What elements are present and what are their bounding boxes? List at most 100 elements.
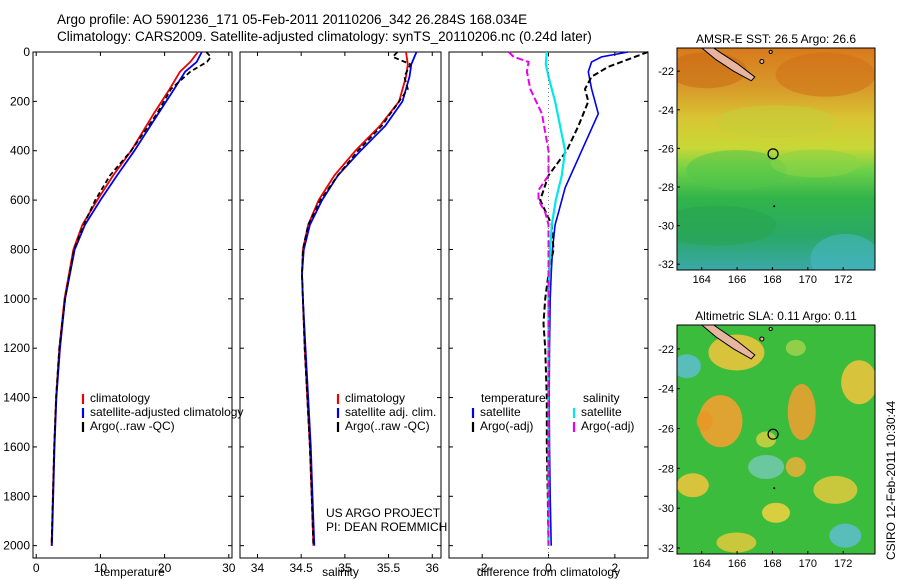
argo-location-marker (767, 148, 779, 160)
sla-blob (677, 354, 701, 379)
sst-blob (810, 233, 875, 270)
legend-label: satellite (480, 405, 521, 419)
series-line-2 (51, 51, 203, 546)
map-y-tick-label: -26 (658, 143, 674, 155)
sla-blob (841, 360, 875, 405)
y-tick-label: 600 (10, 193, 30, 207)
map-y-tick-label: -32 (658, 259, 674, 271)
x-tick-label: 30 (222, 561, 236, 575)
map-y-tick-label: -26 (658, 424, 674, 436)
series-line-2 (539, 51, 649, 546)
argo-location-marker (767, 428, 779, 440)
legend-heading-salinity: salinity (583, 391, 620, 405)
series-line-1 (301, 51, 409, 546)
map-field (677, 325, 875, 554)
x-tick-label: 35.5 (377, 561, 401, 575)
sla-blob (787, 384, 816, 441)
x-tick-label: 34.5 (289, 561, 313, 575)
x-tick-label: 36 (426, 561, 440, 575)
legend-label: satellite adj. clim. (345, 405, 436, 419)
islet-dot (773, 205, 776, 208)
y-tick-label: 1400 (3, 391, 30, 405)
legend-label: Argo(-adj) (480, 419, 533, 433)
map-x-tick-label: 168 (763, 274, 781, 286)
map-x-tick-label: 170 (799, 558, 817, 570)
timestamp-stamp: CSIRO 12-Feb-2011 10:30:44 (884, 400, 898, 560)
island-outline (701, 48, 756, 82)
x-tick-label: 34 (251, 561, 265, 575)
map-x-tick-label: 166 (728, 274, 746, 286)
sst-blob (770, 149, 861, 178)
x-axis-label: temperature (100, 565, 165, 579)
islet-dot (773, 487, 776, 490)
legend-label: climatology (345, 391, 405, 405)
x-tick-label: 35 (338, 561, 352, 575)
map-y-tick-label: -22 (658, 66, 674, 78)
y-tick-label: 1200 (3, 341, 30, 355)
sst-blob (677, 205, 777, 246)
sla-blob (677, 473, 709, 498)
y-tick-label: 2000 (3, 539, 30, 553)
x-tick-label: 10 (94, 561, 108, 575)
legend-label: satellite-adjusted climatology (90, 405, 243, 419)
x-tick-label: 2 (611, 561, 618, 575)
sla-blob (813, 475, 858, 504)
map-y-tick-label: -22 (658, 344, 674, 356)
x-tick-label: -2 (477, 561, 488, 575)
y-tick-label: 1600 (3, 440, 30, 454)
panel-frame (32, 51, 233, 559)
profile-panel-1: 0 10 20 30 0 200 400 600 800 1000 1200 1400 1600 1800… (3, 45, 243, 579)
legend-heading-temperature: temperature (481, 391, 546, 405)
x-tick-label: 0 (33, 561, 40, 575)
sla-blob (748, 454, 785, 479)
series-line-1 (50, 51, 199, 546)
map-frame (676, 47, 876, 271)
y-tick-label: 1800 (3, 489, 30, 503)
panel-frame (239, 51, 442, 559)
header-line-1: Argo profile: AO 5901236_171 05-Feb-2011… (57, 12, 528, 27)
legend-difference: temperature salinitysatelliteArgo(-adj)sa… (471, 391, 634, 433)
map-x-tick-label: 166 (728, 558, 746, 570)
series-line-3 (301, 51, 412, 546)
map-x-tick-label: 164 (693, 558, 711, 570)
map-x-tick-label: 172 (834, 558, 852, 570)
map-x-tick-label: 164 (693, 274, 711, 286)
x-axis-label: difference from climatology (477, 565, 620, 579)
islet-outline (768, 49, 773, 54)
map-y-tick-label: -28 (658, 463, 674, 475)
map-y-tick-label: -24 (658, 105, 674, 117)
sst-blob (775, 52, 875, 97)
series-line-4 (508, 51, 550, 546)
x-tick-label: 20 (158, 561, 172, 575)
map-frame (676, 324, 876, 555)
island-outline (701, 325, 756, 360)
credit-line-1: US ARGO PROJECT (326, 506, 441, 520)
map-y-tick-label: -24 (658, 384, 674, 396)
header-line-2: Climatology: CARS2009. Satellite-adjuste… (57, 29, 592, 44)
sla-blob (756, 431, 777, 448)
sla-blob (785, 456, 806, 477)
islet-outline (768, 326, 773, 332)
y-tick-label: 1000 (3, 292, 30, 306)
y-tick-label: 400 (10, 144, 30, 158)
sla-blob (716, 532, 757, 553)
series-line-2 (301, 51, 418, 546)
map-y-tick-label: -30 (658, 503, 674, 515)
sst-blob (716, 105, 836, 138)
islet-outline (759, 59, 765, 65)
y-tick-label: 800 (10, 242, 30, 256)
sla-blob (785, 339, 806, 356)
sst-map: AMSR-E SST: 26.5 Argo: 26.6 164 166 168 170 1… (658, 32, 876, 286)
map-title: Altimetric SLA: 0.11 Argo: 0.11 (695, 309, 857, 323)
x-tick-label: 0 (545, 561, 552, 575)
map-x-tick-label: 170 (799, 274, 817, 286)
map-title: AMSR-E SST: 26.5 Argo: 26.6 (696, 32, 856, 46)
y-tick-label: 0 (23, 45, 30, 59)
legend-label: Argo(-adj) (581, 419, 634, 433)
profile-panel-2: 34 34.5 35 35.5 36 salinity climatologysatelli… (239, 51, 442, 579)
islet-outline (759, 336, 765, 342)
sla-blob (829, 523, 862, 548)
series-line-3 (50, 51, 212, 546)
